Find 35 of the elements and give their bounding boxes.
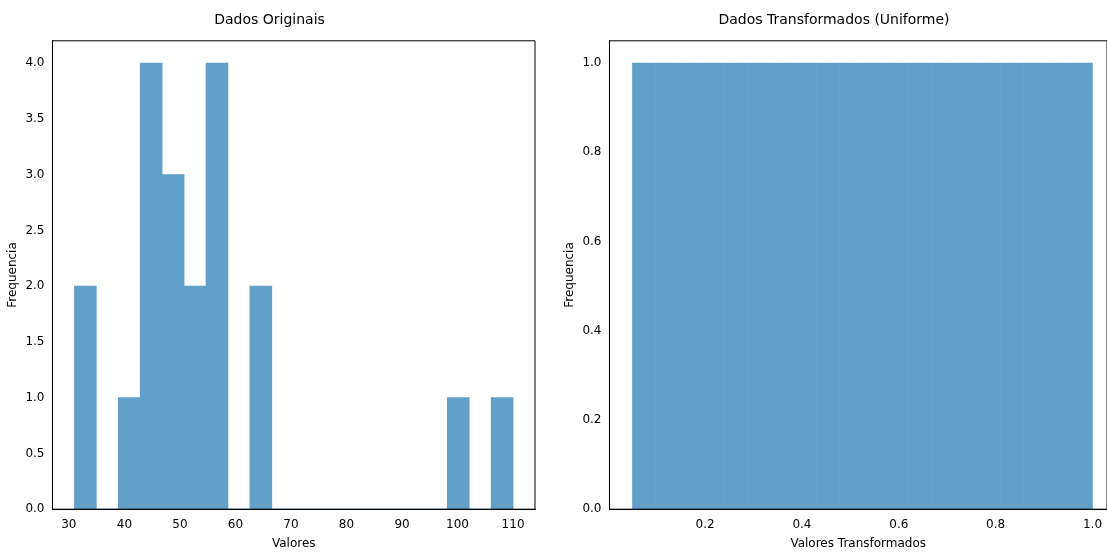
y-tick-label: 0.8 (582, 144, 602, 159)
y-axis-title: Frequencia (562, 242, 577, 308)
x-tick-label: 80 (338, 516, 355, 531)
x-tick-label: 100 (446, 516, 469, 531)
x-tick-label: 50 (172, 516, 188, 531)
y-tick-label: 0.2 (582, 412, 602, 427)
x-tick-label: 40 (116, 516, 133, 531)
y-tick-label: 3.5 (25, 110, 45, 125)
x-tick-label: 0.4 (792, 516, 812, 531)
x-tick-label: 1.0 (1082, 516, 1103, 531)
x-tick-label: 0.2 (695, 516, 715, 531)
x-axis-title: Valores Transformados (790, 535, 927, 550)
y-tick-label: 0.5 (25, 445, 45, 460)
y-tick-label: 0.6 (582, 233, 602, 248)
chart-title: Dados Originais (214, 11, 325, 28)
x-tick-label: 30 (61, 516, 77, 531)
x-tick-label: 110 (501, 516, 525, 531)
y-tick-label: 0.0 (582, 501, 602, 516)
y-tick-label: 2.5 (25, 222, 45, 237)
x-tick-label: 60 (227, 516, 244, 531)
y-tick-label: 3.0 (25, 166, 45, 181)
y-tick-label: 1.0 (582, 55, 602, 70)
x-tick-label: 70 (283, 516, 299, 531)
x-axis-title: Valores (271, 535, 316, 550)
y-tick-label: 0.0 (25, 501, 45, 516)
y-axis-title: Frequencia (5, 242, 20, 308)
y-tick-label: 1.5 (25, 334, 45, 349)
x-tick-label: 0.6 (889, 516, 909, 531)
y-tick-label: 1.0 (25, 389, 45, 404)
chart-title: Dados Transformados (Uniforme) (718, 11, 950, 28)
x-tick-label: 90 (394, 516, 410, 531)
x-tick-label: 0.8 (986, 516, 1006, 531)
y-tick-label: 2.0 (25, 278, 45, 293)
y-tick-label: 0.4 (582, 322, 602, 337)
y-tick-label: 4.0 (25, 55, 45, 70)
